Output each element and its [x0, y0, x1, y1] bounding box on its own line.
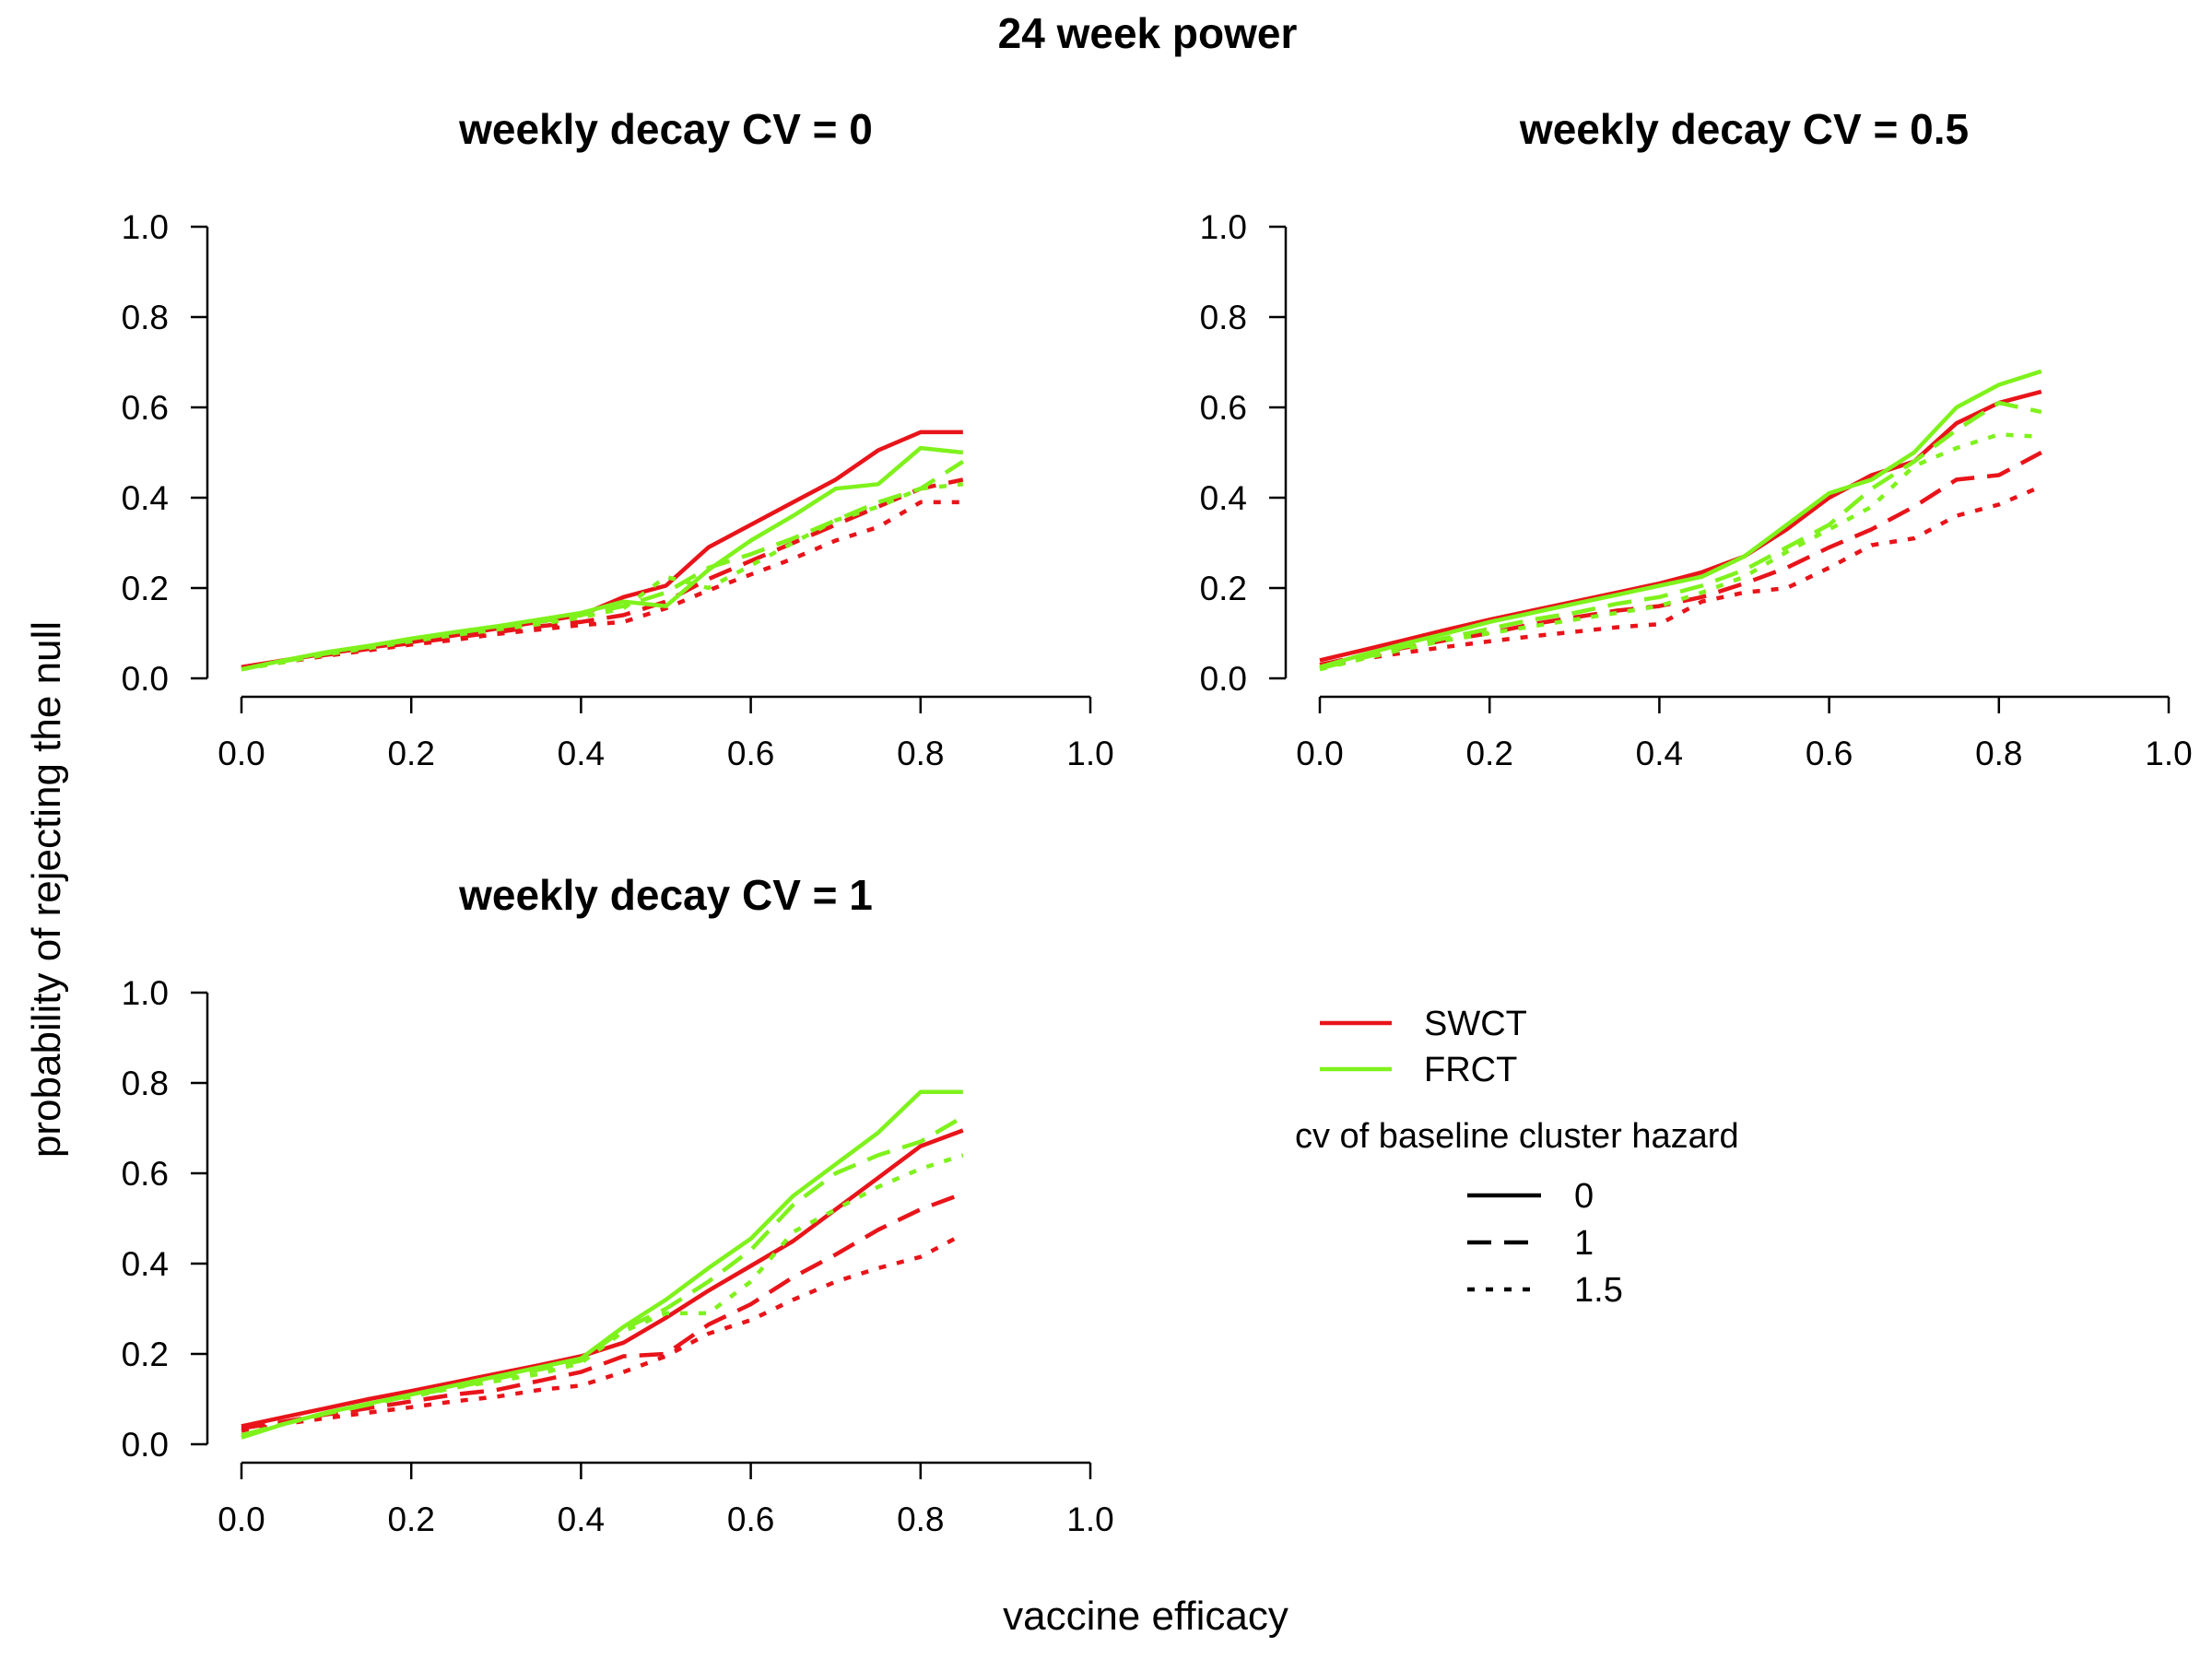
- x-tick-label: 0.8: [897, 1500, 944, 1538]
- y-tick-label: 1.0: [122, 974, 169, 1012]
- x-tick-label: 0.4: [558, 1500, 605, 1538]
- y-tick-label: 0.6: [122, 1155, 169, 1193]
- y-axis: 0.0 0.2 0.4 0.6 0.8 1.0: [1200, 208, 1288, 698]
- panel-3: weekly decay CV = 10.00.20.40.60.81.00.0…: [122, 871, 1114, 1538]
- legend-label: 1.5: [1574, 1271, 1623, 1310]
- x-tick-label: 0.8: [897, 735, 944, 772]
- y-tick-label: 1.0: [122, 208, 169, 246]
- series-swct-cv-0: [241, 429, 963, 670]
- series-frct-cv-1_5: [241, 1153, 964, 1438]
- legend-item-cv-1_5: 1.5: [1467, 1271, 1623, 1310]
- y-tick-label: 0.8: [122, 1065, 169, 1102]
- series-swct-cv-1: [241, 477, 964, 670]
- x-tick-label: 0.4: [558, 735, 605, 772]
- panel-title: weekly decay CV = 0: [458, 105, 873, 153]
- series-frct-cv-0: [241, 1089, 963, 1440]
- x-tick-label: 0.6: [727, 735, 774, 772]
- chart-title: 24 week power: [998, 9, 1298, 57]
- legend-item-frct: FRCT: [1320, 1051, 1517, 1089]
- x-tick-label: 0.0: [218, 735, 265, 772]
- x-tick-label: 1.0: [2145, 735, 2192, 772]
- y-tick-label: 0.4: [1200, 479, 1247, 517]
- y-tick-label: 0.8: [1200, 299, 1247, 336]
- panels: weekly decay CV = 00.00.20.40.60.81.00.0…: [122, 105, 2193, 1538]
- x-tick-label: 0.0: [218, 1500, 265, 1538]
- y-tick-label: 0.0: [1200, 660, 1247, 698]
- legend: SWCT FRCT cv of baseline cluster hazard 0 1 1…: [1295, 1005, 1739, 1310]
- x-tick-label: 0.4: [1636, 735, 1683, 772]
- series-frct-cv-1_5: [1319, 432, 2041, 672]
- x-tick-label: 1.0: [1066, 735, 1113, 772]
- series-frct-cv-0: [241, 445, 964, 672]
- x-tick-label: 0.2: [1465, 735, 1512, 772]
- y-tick-label: 0.0: [122, 1426, 169, 1464]
- legend-item-cv-1: 1: [1467, 1224, 1594, 1263]
- panel-title: weekly decay CV = 0.5: [1519, 105, 1969, 153]
- series-swct-cv-1: [241, 1191, 964, 1431]
- y-axis: 0.0 0.2 0.4 0.6 0.8 1.0: [122, 208, 209, 698]
- x-axis: 0.0 0.2 0.4 0.6 0.8 1.0: [1296, 695, 2193, 772]
- x-tick-label: 0.0: [1296, 735, 1343, 772]
- x-axis-label: vaccine efficacy: [1003, 1594, 1288, 1639]
- y-tick-label: 0.2: [122, 1335, 169, 1373]
- legend-label: 1: [1574, 1224, 1594, 1263]
- y-tick-label: 0.0: [122, 660, 169, 698]
- y-axis-label: probability of rejecting the null: [24, 621, 69, 1158]
- series-frct-cv-1: [1319, 400, 2042, 671]
- y-axis: 0.0 0.2 0.4 0.6 0.8 1.0: [122, 974, 209, 1464]
- x-tick-label: 0.2: [387, 1500, 434, 1538]
- y-tick-label: 0.4: [122, 1245, 169, 1283]
- series-frct-cv-0: [1319, 369, 2042, 669]
- panel-title: weekly decay CV = 1: [458, 871, 873, 919]
- x-axis: 0.0 0.2 0.4 0.6 0.8 1.0: [218, 695, 1114, 772]
- x-tick-label: 0.6: [727, 1500, 774, 1538]
- y-tick-label: 0.4: [122, 479, 169, 517]
- y-tick-label: 0.2: [122, 570, 169, 607]
- y-tick-label: 0.6: [122, 389, 169, 427]
- y-tick-label: 0.2: [1200, 570, 1247, 607]
- x-tick-label: 0.8: [1975, 735, 2022, 772]
- series-frct-cv-1: [241, 459, 965, 672]
- y-tick-label: 0.6: [1200, 389, 1247, 427]
- legend-cv-title: cv of baseline cluster hazard: [1295, 1117, 1739, 1156]
- legend-label: SWCT: [1424, 1005, 1527, 1043]
- legend-label: 0: [1574, 1177, 1594, 1216]
- x-tick-label: 0.6: [1806, 735, 1853, 772]
- x-axis: 0.0 0.2 0.4 0.6 0.8 1.0: [218, 1461, 1114, 1538]
- panel-1: weekly decay CV = 00.00.20.40.60.81.00.0…: [122, 105, 1114, 772]
- series-swct-cv-1_5: [241, 500, 963, 671]
- series-frct-cv-1: [241, 1114, 964, 1438]
- x-tick-label: 1.0: [1066, 1500, 1113, 1538]
- legend-item-swct: SWCT: [1320, 1005, 1527, 1043]
- legend-item-cv-0: 0: [1467, 1177, 1594, 1216]
- y-tick-label: 1.0: [1200, 208, 1247, 246]
- y-tick-label: 0.8: [122, 299, 169, 336]
- legend-label: FRCT: [1424, 1051, 1517, 1089]
- x-tick-label: 0.2: [387, 735, 434, 772]
- series-swct-cv-0: [241, 1128, 964, 1429]
- panel-2: weekly decay CV = 0.50.00.20.40.60.81.00…: [1200, 105, 2193, 772]
